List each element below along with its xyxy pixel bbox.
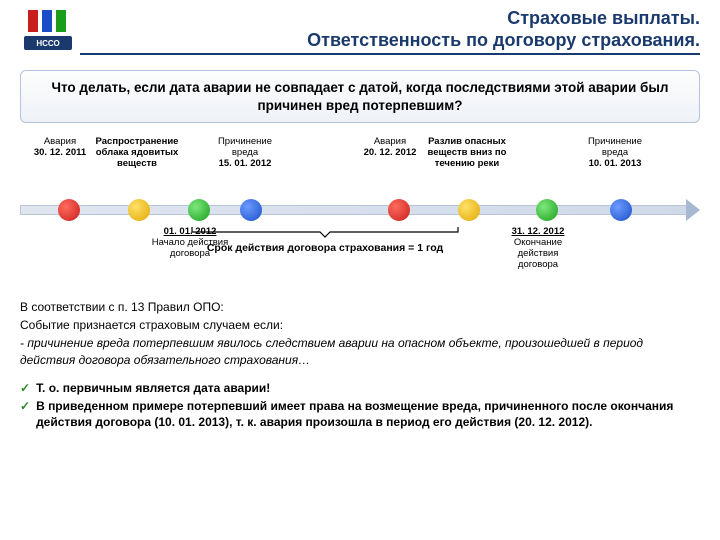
dot-harm2 <box>610 199 632 221</box>
dot-end <box>536 199 558 221</box>
event-harm1: Причинение вреда15. 01. 2012 <box>210 137 280 170</box>
check-icon: ✓ <box>20 380 30 396</box>
check-icon: ✓ <box>20 398 30 414</box>
dot-harm1 <box>240 199 262 221</box>
timeline-arrow-icon <box>686 199 700 221</box>
question-box: Что делать, если дата аварии не совпадае… <box>20 70 700 123</box>
dot-accident2 <box>388 199 410 221</box>
check-row-1: ✓ В приведенном примере потерпевший имеет… <box>20 398 700 430</box>
check-row-0: ✓ Т. о. первичным является дата аварии! <box>20 380 700 396</box>
check-text-1: В приведенном примере потерпевший имеет … <box>36 398 700 430</box>
body-p2: Событие признается страховым случаем есл… <box>20 317 700 333</box>
body-p1: В соответствии с п. 13 Правил ОПО: <box>20 299 700 315</box>
brace-label: Срок действия договора страхования = 1 г… <box>190 242 460 254</box>
event-spread1: Распространение облака ядовитых веществ <box>92 137 182 170</box>
logo: НССО <box>20 8 80 58</box>
brace-icon <box>190 225 460 239</box>
dot-start <box>188 199 210 221</box>
dot-accident1 <box>58 199 80 221</box>
svg-text:НССО: НССО <box>36 39 59 48</box>
header: НССО Страховые выплаты. Ответственность … <box>0 0 720 62</box>
event-end: 31. 12. 2012Окончание действия договора <box>498 227 578 271</box>
check-text-0: Т. о. первичным является дата аварии! <box>36 380 270 396</box>
timeline-bar <box>20 205 690 215</box>
dot-spread1 <box>128 199 150 221</box>
body-text: В соответствии с п. 13 Правил ОПО: Событ… <box>20 299 700 368</box>
event-harm2: Причинение вреда10. 01. 2013 <box>580 137 650 170</box>
title-block: Страховые выплаты. Ответственность по до… <box>80 8 700 55</box>
title-line-1: Страховые выплаты. <box>80 8 700 30</box>
checks: ✓ Т. о. первичным является дата аварии! ✓ В… <box>20 380 700 431</box>
title-underline <box>80 53 700 55</box>
timeline: Авария30. 12. 2011Распространение облака… <box>20 133 700 293</box>
body-p3: - причинение вреда потерпевшим явилось с… <box>20 335 700 367</box>
event-accident2: Авария20. 12. 2012 <box>360 137 420 159</box>
brace: Срок действия договора страхования = 1 г… <box>190 225 460 254</box>
title-line-2: Ответственность по договору страхования. <box>80 30 700 52</box>
event-accident1: Авария30. 12. 2011 <box>30 137 90 159</box>
event-spread2: Разлив опасных веществ вниз по течению р… <box>422 137 512 170</box>
dot-spread2 <box>458 199 480 221</box>
